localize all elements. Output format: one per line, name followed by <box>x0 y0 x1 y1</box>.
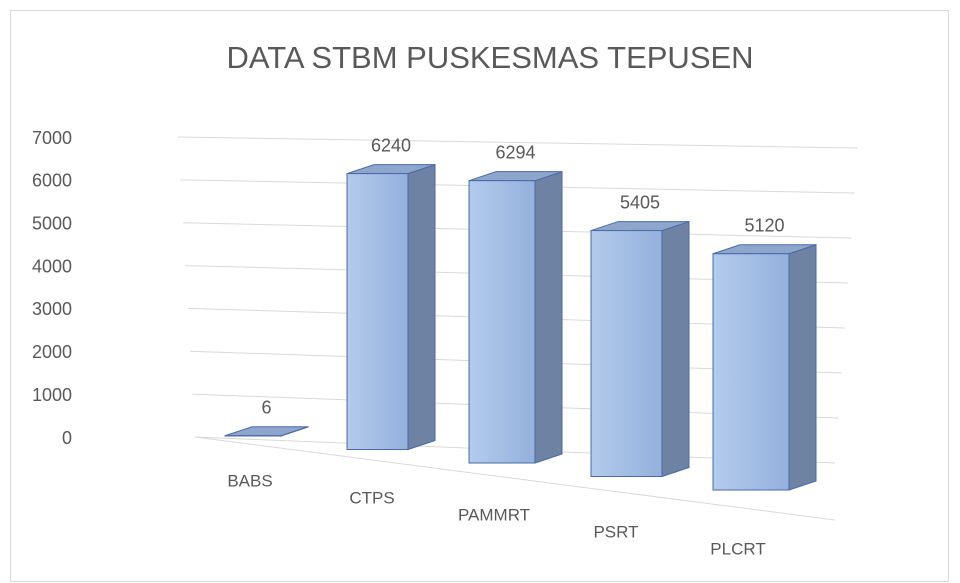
y-tick-label: 3000 <box>32 299 72 319</box>
x-tick-label: PSRT <box>593 522 638 541</box>
y-tick-label: 7000 <box>32 128 72 148</box>
bar-front <box>590 230 663 477</box>
x-tick-label: BABS <box>227 471 272 490</box>
value-label: 6 <box>261 397 271 417</box>
bar <box>468 170 563 464</box>
bar-side <box>407 163 436 451</box>
x-tick-label: PLCRT <box>710 539 765 558</box>
y-tick-label: 2000 <box>32 342 72 362</box>
x-tick-label: PAMMRT <box>458 505 530 524</box>
y-tick-label: 0 <box>62 428 72 448</box>
bar-front <box>468 180 536 464</box>
bar <box>346 163 436 451</box>
bar-side <box>534 170 563 464</box>
y-tick-label: 4000 <box>32 256 72 276</box>
chart-title: DATA STBM PUSKESMAS TEPUSEN <box>226 40 753 75</box>
bar <box>712 244 817 491</box>
bar <box>224 426 309 437</box>
value-label: 5120 <box>744 215 784 235</box>
y-tick-label: 1000 <box>32 385 72 405</box>
value-label: 6294 <box>495 142 535 162</box>
bar-side <box>788 244 817 491</box>
bar-side <box>661 220 690 478</box>
grid-line <box>177 136 859 149</box>
x-tick-label: CTPS <box>349 488 394 507</box>
value-label: 6240 <box>371 135 411 155</box>
bar-front <box>712 253 790 491</box>
bar-front <box>346 173 409 451</box>
value-label: 5405 <box>620 192 660 212</box>
y-tick-label: 6000 <box>32 171 72 191</box>
y-tick-label: 5000 <box>32 213 72 233</box>
floor-edge <box>194 436 836 521</box>
bar <box>590 220 690 478</box>
